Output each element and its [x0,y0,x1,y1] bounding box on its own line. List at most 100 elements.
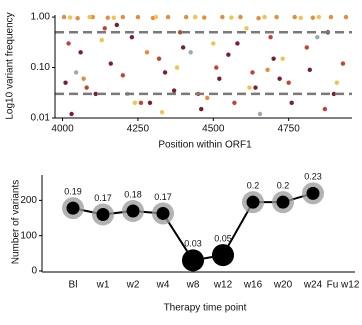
x-tick-label: 4500 [202,124,225,135]
variant-point [105,15,110,20]
y-tick-label: 0 [31,266,37,277]
variant-point [87,14,92,20]
variant-point [271,56,276,61]
variant-point [250,70,255,75]
x-tick-label: w12 [213,280,233,291]
variant-point [153,14,159,20]
x-tick-label: 4750 [278,124,301,135]
variant-point [156,56,162,61]
variant-point [81,76,86,81]
variant-point [280,56,285,61]
variant-point [235,41,240,46]
variant-point [63,80,68,85]
variant-point [180,45,186,50]
variant-point [268,34,273,40]
variant-point [304,45,309,50]
variant-point [253,85,258,90]
variant-point [214,65,219,70]
variant-point [316,14,322,20]
variant-point [132,100,138,106]
variant-point [111,15,116,20]
x-tick-label: w8 [186,280,200,291]
variant-point [277,76,282,81]
variant-point [244,26,249,31]
point [246,195,260,209]
variant-point [78,50,83,55]
variant-point [75,16,80,21]
variant-point [129,34,135,40]
variant-point [193,14,198,20]
variant-point [120,73,126,78]
x-tick-label: 4000 [51,124,74,135]
variant-point [262,14,267,20]
variant-point [226,52,231,57]
variant-point [310,15,316,20]
point [156,206,170,220]
variant-point [220,14,225,20]
point-label: 0.03 [184,239,202,249]
variant-point [93,91,98,97]
variant-point [90,14,95,20]
y-tick-label: 0.10 [31,62,51,73]
variant-point [162,70,168,75]
variant-point [247,85,252,90]
variant-point [144,50,150,55]
variant-point [67,15,73,20]
variant-point [298,15,303,21]
y-axis-label: Number of variants [11,180,22,264]
point [96,208,110,222]
point-label: 0.19 [64,187,82,197]
point [306,186,320,200]
x-tick-label: w24 [303,280,323,291]
point [182,249,204,272]
variant-point [99,37,104,43]
variant-point [84,85,89,90]
variant-point [61,14,67,20]
variant-point [238,14,243,20]
variant-point [265,67,270,73]
y-tick-label: 0.01 [31,113,51,124]
y-tick-label: 100 [20,230,37,241]
variant-point [211,41,216,46]
variant-point [199,106,204,112]
variant-point [66,41,71,46]
variant-point [138,100,144,106]
variant-point [147,100,153,106]
point-label: 0.18 [124,189,142,199]
variant-point [174,65,180,70]
variant-point [289,100,294,106]
point-label: 0.2 [277,181,290,191]
point [276,195,290,209]
x-axis-label: Therapy time point [164,303,247,314]
variant-point [274,14,279,20]
x-tick-label: w16 [243,280,263,291]
variant-point [108,61,113,66]
y-tick-label: 200 [20,195,37,206]
variant-point [202,15,207,20]
variant-point [217,76,222,81]
variant-point [256,16,261,21]
variant-point [69,111,74,117]
variant-point [307,67,312,73]
x-tick-label: Fu w12 [327,280,360,291]
y-axis-label: Log10 variant frequency [5,12,16,119]
variant-point [114,22,120,28]
variant-point [159,110,165,115]
variant-point [334,80,340,85]
variant-point [292,14,297,20]
variant-point [286,80,291,85]
variant-point [165,14,171,20]
variant-point [135,14,141,20]
variant-point [340,61,346,66]
variant-point [205,95,210,101]
x-tick-label: Bl [69,280,78,291]
x-tick-label: w20 [273,280,293,291]
point [126,204,140,218]
variant-point [171,88,177,93]
point-label: 0.17 [94,193,112,203]
point [212,244,234,267]
point [66,201,80,215]
variant-point [188,50,193,55]
y-tick-label: 1.00 [31,12,51,23]
